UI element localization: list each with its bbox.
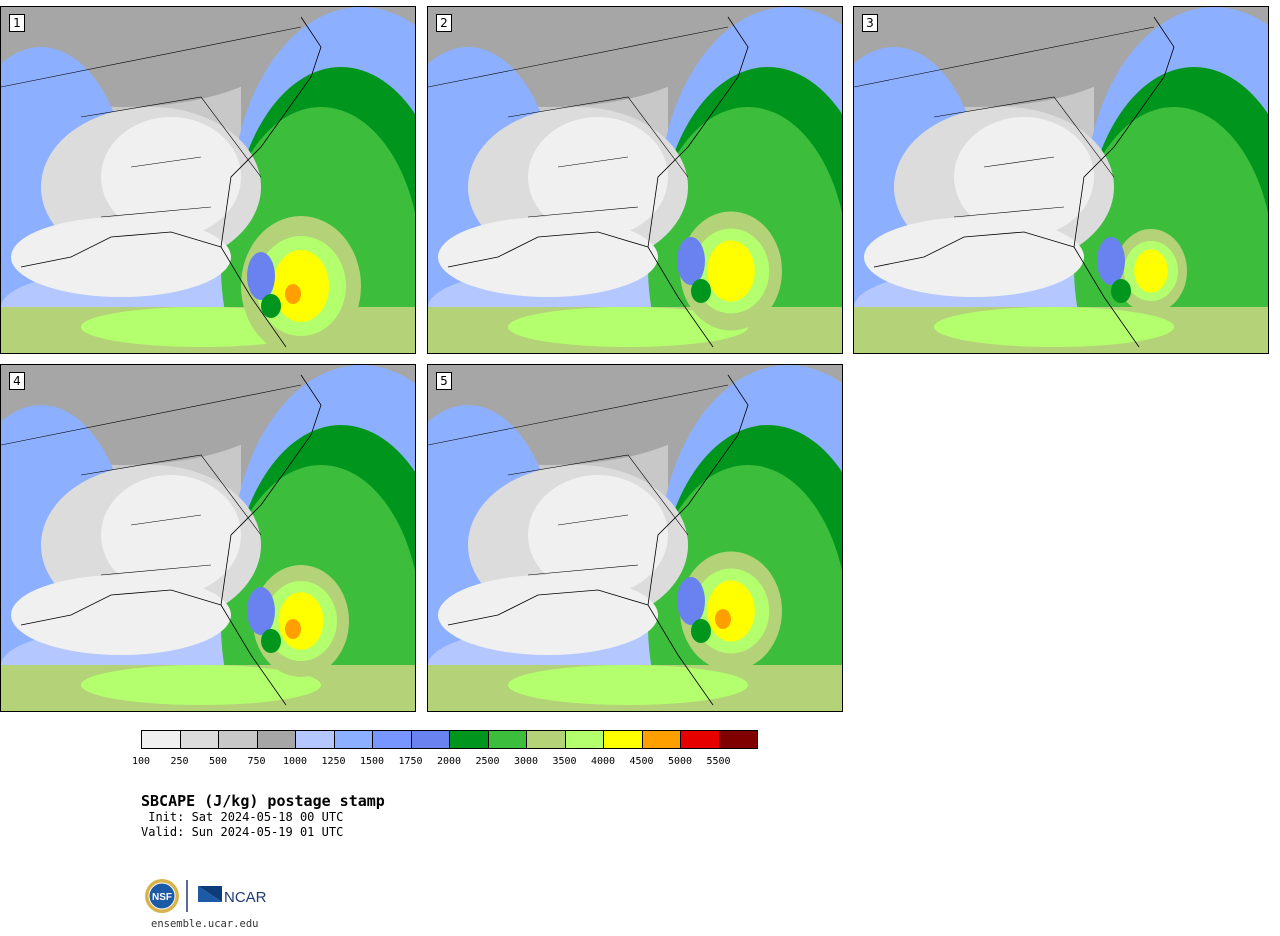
panel-number-label: 2 [436, 14, 452, 32]
colorbar-tick-label: 1000 [282, 756, 308, 767]
colorbar-tick-label: 2500 [475, 756, 500, 767]
colorbar-tick-label: 5000 [667, 756, 693, 767]
colorbar-swatch [487, 730, 527, 749]
sbcape-map [1, 7, 415, 353]
colorbar-tick-label: 4500 [629, 756, 654, 767]
ensemble-member-panel: 1 [0, 6, 416, 354]
colorbar-swatch [526, 730, 566, 749]
colorbar-tick-label: 250 [170, 756, 189, 767]
panel-number-label: 3 [862, 14, 878, 32]
colorbar-swatch [372, 730, 412, 749]
colorbar-swatch [603, 730, 643, 749]
ensemble-member-panel: 3 [853, 6, 1269, 354]
website-link[interactable]: ensemble.ucar.edu [151, 918, 259, 930]
ensemble-member-panel: 5 [427, 364, 843, 712]
colorbar-tick-label: 3000 [513, 756, 539, 767]
colorbar-swatch [141, 730, 181, 749]
colorbar-tick-label: 3500 [552, 756, 577, 767]
panel-number-label: 1 [9, 14, 25, 32]
panel-number-label: 4 [9, 372, 25, 390]
nsf-ncar-logo: NSF NCAR [144, 878, 274, 918]
colorbar-swatch [179, 730, 219, 749]
colorbar-tick-label: 5500 [706, 756, 731, 767]
sbcape-map [428, 365, 842, 711]
colorbar-swatch [295, 730, 335, 749]
colorbar-tick-label: 2000 [436, 756, 462, 767]
colorbar-swatch [256, 730, 296, 749]
colorbar-tick-label: 1250 [321, 756, 346, 767]
nsf-text: NSF [152, 892, 172, 903]
sbcape-map [1, 365, 415, 711]
ensemble-member-panel: 4 [0, 364, 416, 712]
sbcape-map [428, 7, 842, 353]
ncar-text: NCAR [224, 889, 267, 906]
colorbar-swatch [641, 730, 681, 749]
colorbar-swatch [449, 730, 489, 749]
colorbar-tick-label: 1750 [398, 756, 423, 767]
chart-title: SBCAPE (J/kg) postage stamp [141, 792, 385, 810]
init-time: Init: Sat 2024-05-18 00 UTC [141, 810, 344, 824]
colorbar-tick-label: 750 [247, 756, 266, 767]
nsf-seal-icon: NSF [145, 879, 179, 913]
colorbar-tick-label: 500 [208, 756, 228, 767]
valid-time: Valid: Sun 2024-05-19 01 UTC [141, 825, 344, 839]
colorbar-swatch [333, 730, 373, 749]
colorbar-tick-label: 100 [131, 756, 151, 767]
ensemble-member-panel: 2 [427, 6, 843, 354]
colorbar-swatch [680, 730, 720, 749]
sbcape-map [854, 7, 1268, 353]
panel-number-label: 5 [436, 372, 452, 390]
ncar-logo-icon: NCAR [198, 886, 267, 906]
colorbar-swatch [410, 730, 450, 749]
colorbar-swatch [718, 730, 758, 749]
colorbar-swatch [564, 730, 604, 749]
colorbar-tick-label: 1500 [359, 756, 385, 767]
colorbar-swatch [218, 730, 258, 749]
colorbar-tick-label: 4000 [590, 756, 616, 767]
